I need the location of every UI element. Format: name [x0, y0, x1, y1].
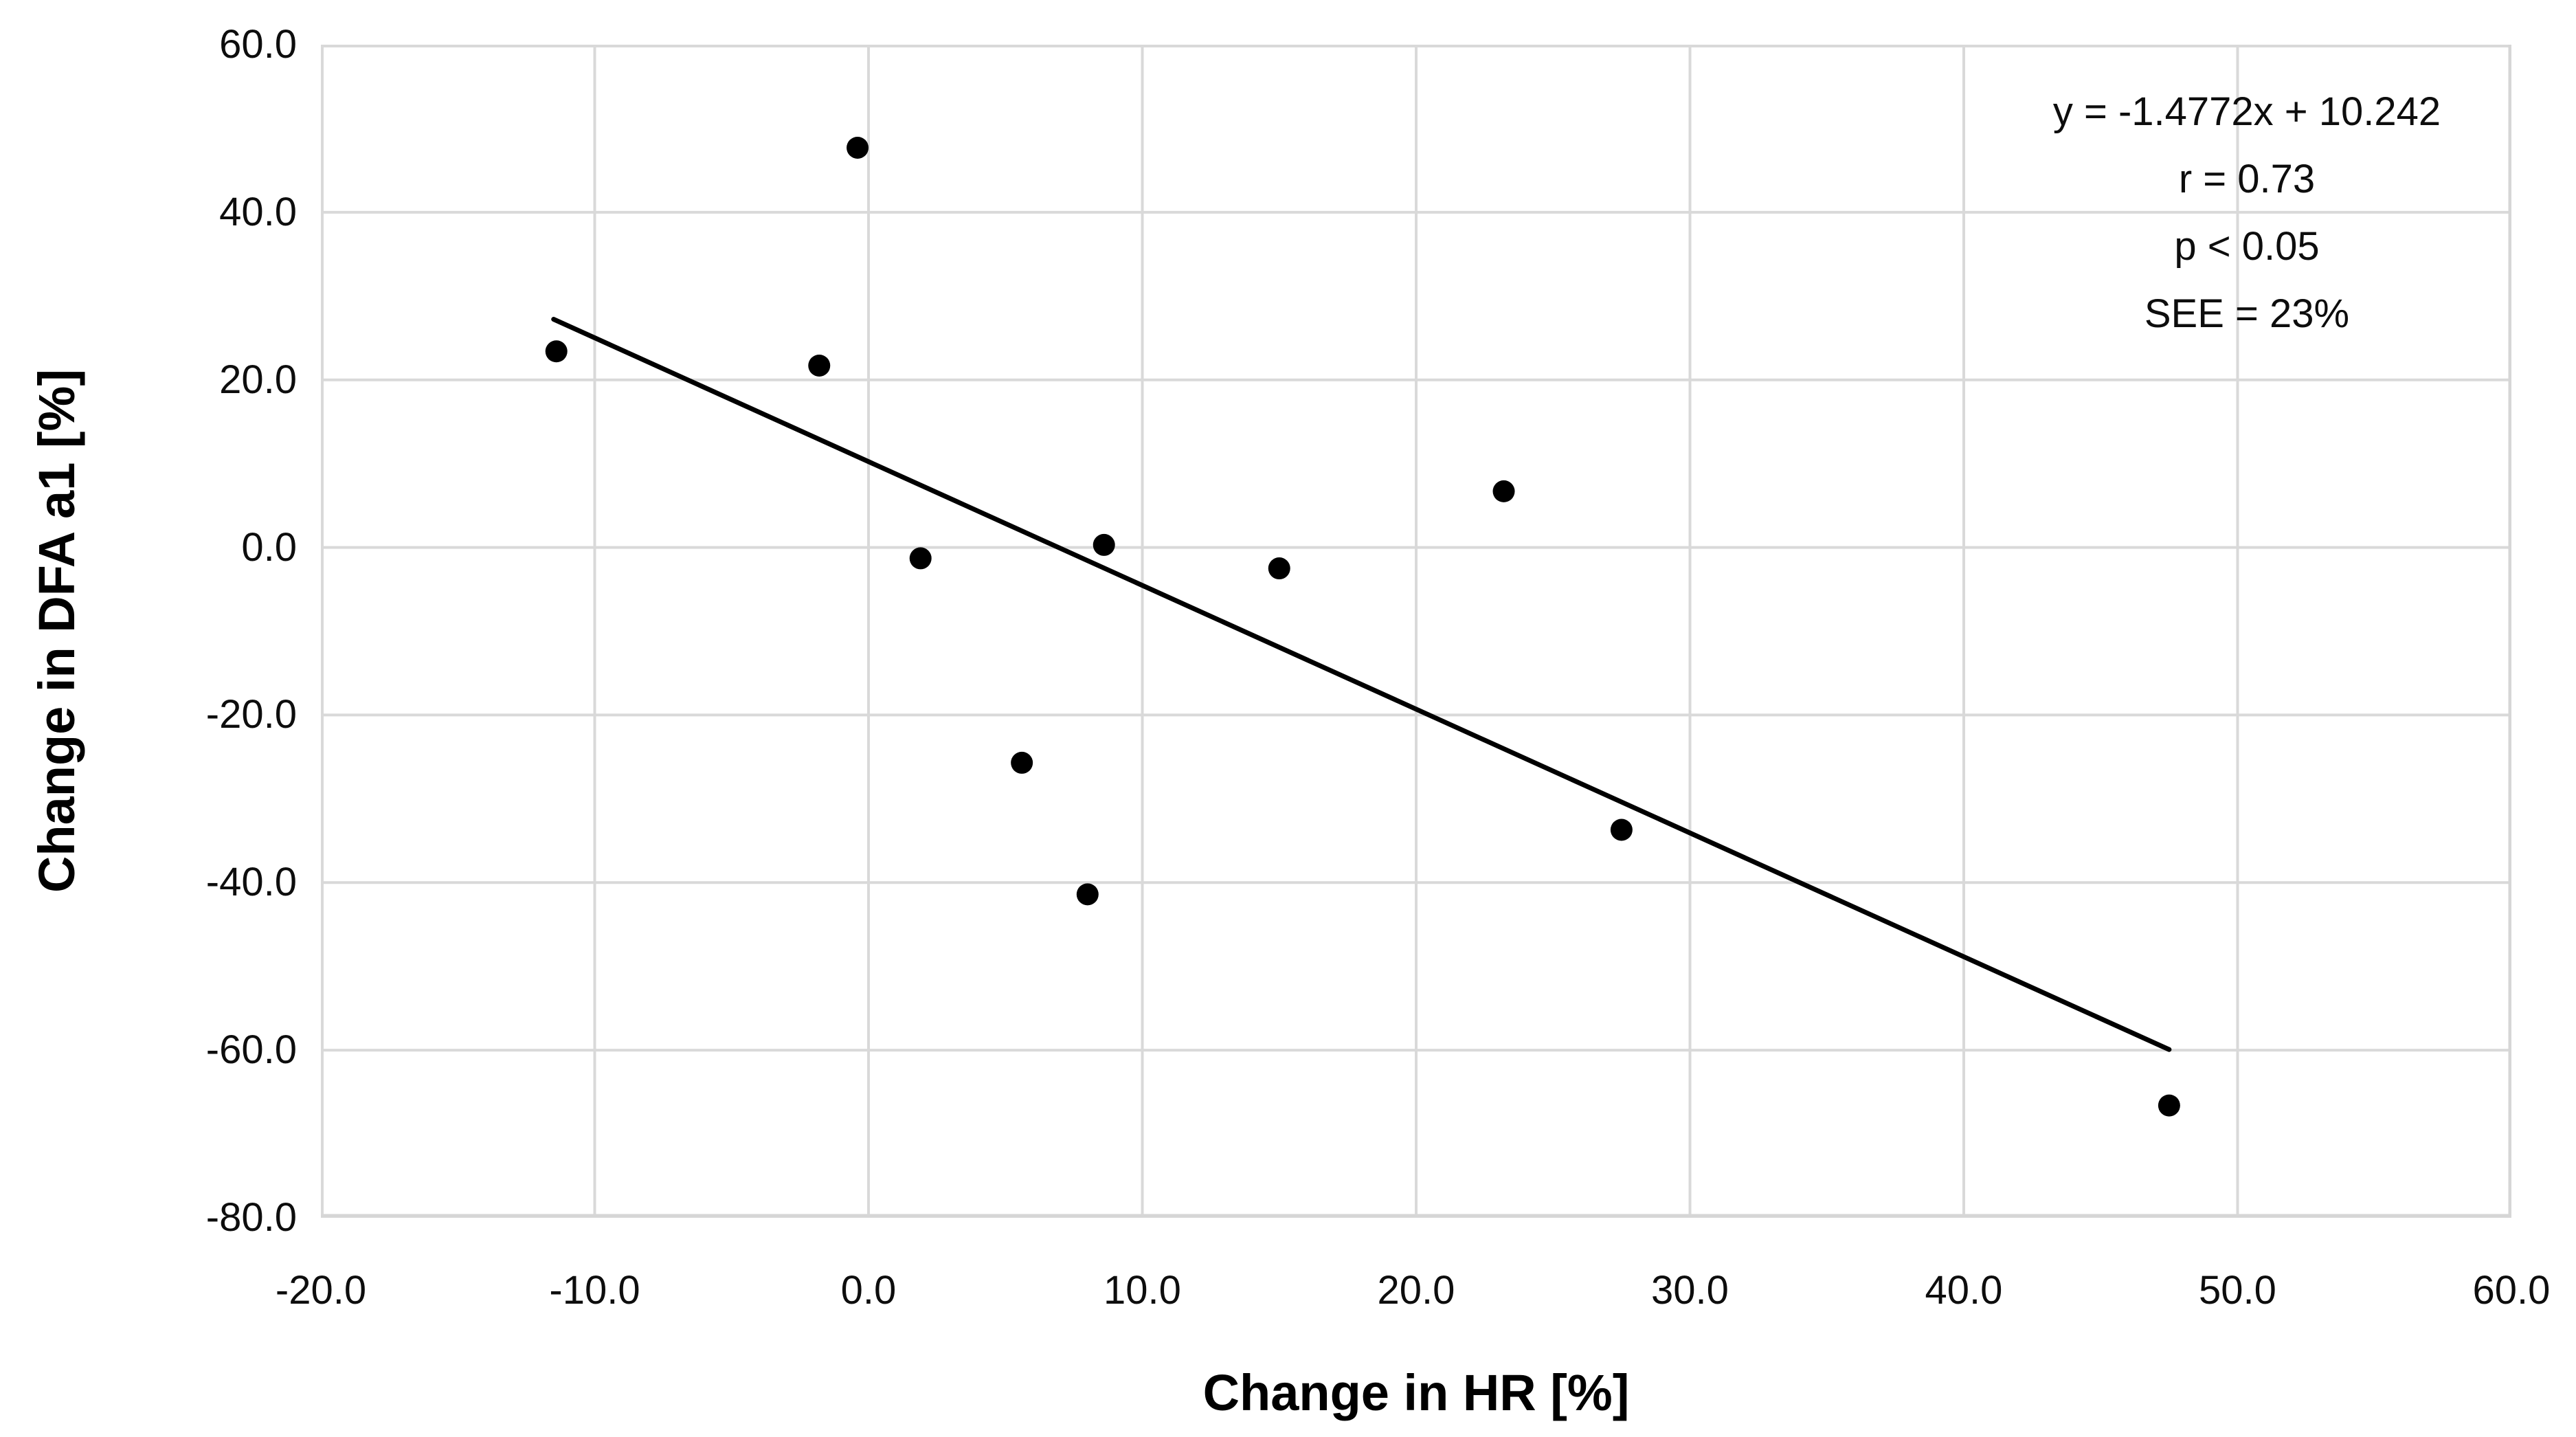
- plot-border: [321, 45, 2511, 1218]
- plot-svg: [321, 45, 2511, 1218]
- y-tick-label: -60.0: [205, 1027, 297, 1073]
- y-tick-label: 60.0: [219, 22, 297, 67]
- annotation-line: p < 0.05: [2174, 224, 2320, 269]
- data-point: [1492, 480, 1515, 502]
- data-point: [1610, 818, 1633, 841]
- data-point: [1093, 533, 1115, 556]
- x-tick-label: -10.0: [549, 1268, 640, 1313]
- x-tick-label: -20.0: [275, 1268, 367, 1313]
- data-point: [1076, 883, 1099, 906]
- y-tick-label: -80.0: [205, 1195, 297, 1240]
- trendline: [551, 317, 2172, 1052]
- x-tick-label: 20.0: [1377, 1268, 1455, 1313]
- regression-annotation: y = -1.4772x + 10.242 r = 0.73 p < 0.05 SEE…: [1835, 78, 2576, 348]
- x-tick-label: 10.0: [1104, 1268, 1181, 1313]
- x-tick-label: 0.0: [840, 1268, 897, 1313]
- regression-line: [551, 317, 2172, 1052]
- plot-area: [321, 45, 2511, 1218]
- data-point: [808, 354, 831, 377]
- annotation-line: r = 0.73: [2178, 157, 2316, 201]
- y-tick-label: 40.0: [219, 189, 297, 234]
- x-tick-label: 30.0: [1651, 1268, 1729, 1313]
- x-tick-label: 60.0: [2472, 1268, 2551, 1313]
- data-point: [1268, 557, 1290, 580]
- gridlines: [321, 45, 2511, 1218]
- x-axis-title: Change in HR [%]: [1202, 1364, 1630, 1421]
- data-point: [545, 340, 568, 363]
- data-points: [545, 136, 2180, 1117]
- y-tick-label: -40.0: [205, 860, 297, 905]
- data-point: [1011, 751, 1033, 774]
- x-tick-label: 50.0: [2199, 1268, 2276, 1313]
- annotation-line: SEE = 23%: [2144, 291, 2350, 336]
- data-point: [847, 136, 869, 159]
- x-tick-label: 40.0: [1925, 1268, 2003, 1313]
- annotation-line: y = -1.4772x + 10.242: [2052, 89, 2441, 134]
- y-tick-label: -20.0: [205, 692, 297, 737]
- data-point: [2158, 1094, 2180, 1117]
- y-tick-label: 20.0: [219, 357, 297, 402]
- y-tick-label: 0.0: [241, 524, 297, 570]
- data-point: [909, 547, 932, 570]
- y-axis-title: Change in DFA a1 [%]: [28, 369, 85, 893]
